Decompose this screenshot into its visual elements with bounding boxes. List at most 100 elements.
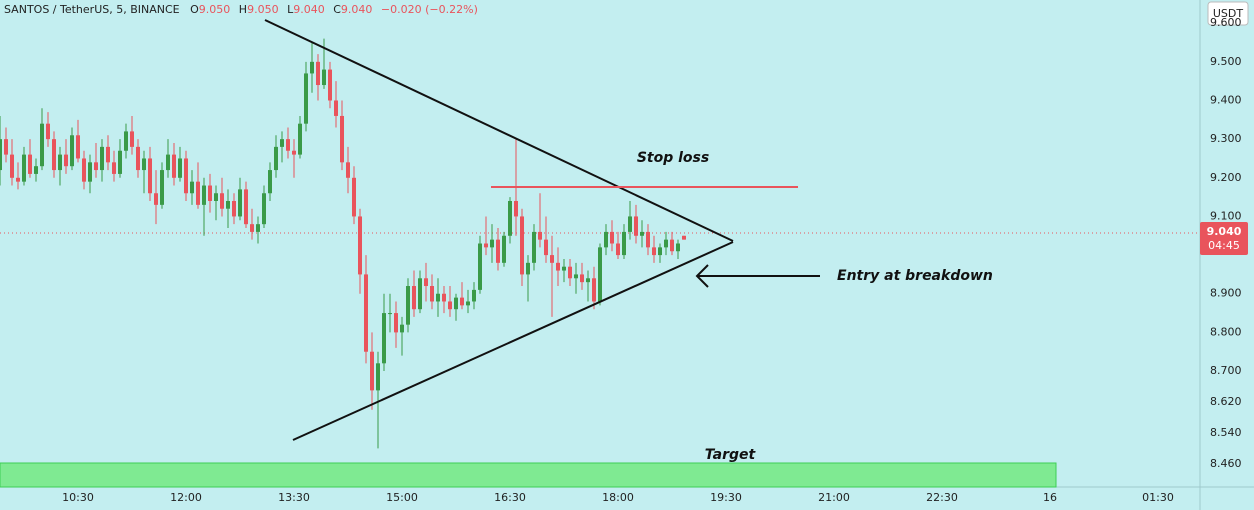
candle-body: [478, 243, 482, 290]
candle-body: [184, 158, 188, 194]
candle-body: [118, 150, 122, 174]
candle-body: [10, 154, 14, 178]
candle-body: [484, 243, 488, 248]
candle-body: [334, 100, 338, 116]
candle-body: [676, 243, 680, 252]
candle-body: [412, 286, 416, 310]
candle-body: [634, 216, 638, 236]
candle-body: [190, 181, 194, 194]
x-tick-label: 19:30: [710, 491, 742, 504]
trendline-lower: [292, 241, 734, 441]
y-tick-label: 9.300: [1210, 132, 1242, 145]
candle-body: [646, 231, 650, 248]
candle-body: [250, 224, 254, 232]
candle-body: [64, 154, 68, 167]
candle-body: [106, 146, 110, 163]
candle-body: [82, 158, 86, 182]
candle-body: [286, 139, 290, 151]
trendline-upper: [264, 19, 734, 242]
candle-body: [328, 69, 332, 101]
candle-body: [400, 324, 404, 333]
candle-body: [16, 177, 20, 182]
candle-body: [244, 189, 248, 225]
header: SANTOS / TetherUS, 5, BINANCE O9.050 H9.…: [4, 3, 483, 16]
candle-body: [664, 239, 668, 248]
candle-body: [142, 158, 146, 171]
x-tick-label: 22:30: [926, 491, 958, 504]
candle-body: [238, 189, 242, 217]
candle-body: [202, 185, 206, 205]
candle-body: [586, 278, 590, 283]
candle-body: [538, 231, 542, 240]
annotation: Stop loss: [637, 150, 709, 166]
x-tick-label: 15:00: [386, 491, 418, 504]
y-tick-label: 8.800: [1210, 325, 1242, 338]
candle-body: [70, 135, 74, 167]
y-tick-label: 9.400: [1210, 93, 1242, 106]
candle-body: [436, 293, 440, 302]
candle-body: [442, 293, 446, 302]
candle-body: [274, 146, 278, 171]
candle-body: [616, 243, 620, 256]
y-tick-label: 8.900: [1210, 287, 1242, 300]
candle-body: [220, 193, 224, 209]
candle-body: [232, 200, 236, 217]
candle-body: [556, 262, 560, 271]
candle-body: [502, 235, 506, 263]
y-tick-label: 9.200: [1210, 171, 1242, 184]
symbol: SANTOS / TetherUS, 5, BINANCE: [4, 3, 180, 16]
candle-body: [52, 139, 56, 171]
currency-button[interactable]: [1207, 1, 1249, 26]
y-tick-label: 8.700: [1210, 364, 1242, 377]
candle-body: [466, 301, 470, 306]
target-zone: [0, 462, 1057, 488]
candle-body: [514, 200, 518, 217]
candle-body: [592, 278, 596, 302]
candle-body: [580, 274, 584, 283]
candle-body: [298, 123, 302, 155]
candle-body: [622, 231, 626, 256]
candle-body: [316, 61, 320, 86]
candle-body: [490, 239, 494, 248]
candle-body: [454, 297, 458, 310]
ohlc-value: 9.040: [293, 3, 325, 16]
candle-body: [124, 131, 128, 151]
ohlc-value: 9.050: [247, 3, 279, 16]
candle-body: [562, 266, 566, 271]
candle-body: [0, 139, 2, 171]
candle-body: [370, 351, 374, 391]
candle-body: [28, 154, 32, 174]
candle-body: [460, 297, 464, 306]
candle-body: [526, 262, 530, 275]
candle-body: [382, 313, 386, 364]
candle-body: [352, 177, 356, 217]
candle-body: [394, 313, 398, 333]
candle-body: [178, 158, 182, 178]
candle-body: [94, 162, 98, 171]
candle-body: [568, 266, 572, 279]
candle-body: [136, 146, 140, 171]
candle-body: [292, 150, 296, 155]
ohlc-value: 9.040: [340, 3, 373, 16]
annotation: Entry at breakdown: [837, 268, 993, 284]
candle-body: [34, 166, 38, 174]
candle-body: [406, 286, 410, 325]
candle-body: [472, 289, 476, 302]
candle-body: [268, 170, 272, 194]
candle-body: [22, 154, 26, 182]
ohlc-value: 9.050: [198, 3, 231, 16]
ohlc-label: C: [333, 3, 341, 16]
y-tick-label: 8.460: [1210, 457, 1242, 470]
candle-body: [280, 139, 284, 147]
candle-body: [658, 247, 662, 256]
candle-body: [448, 301, 452, 310]
candle-body: [520, 216, 524, 275]
candle-body: [364, 274, 368, 352]
candle-body: [304, 73, 308, 124]
candle-body: [46, 123, 50, 140]
currency[interactable]: USDT: [1213, 7, 1244, 20]
x-tick-label: 21:00: [818, 491, 850, 504]
candle-body: [418, 278, 422, 310]
